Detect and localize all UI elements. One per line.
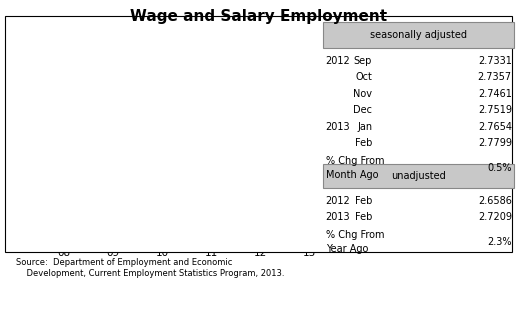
Text: 2.7357: 2.7357 xyxy=(478,72,512,82)
Text: 2013: 2013 xyxy=(326,122,351,132)
Text: 2.7461: 2.7461 xyxy=(478,89,512,99)
Text: unadjusted: unadjusted xyxy=(391,171,446,181)
Text: 0.5%: 0.5% xyxy=(488,163,512,173)
Text: 2.3%: 2.3% xyxy=(488,237,512,247)
Text: 2.6586: 2.6586 xyxy=(478,196,512,206)
Text: 2.7799: 2.7799 xyxy=(478,138,512,148)
Text: 2.7519: 2.7519 xyxy=(478,105,512,115)
Text: % Chg From: % Chg From xyxy=(326,230,384,240)
Text: 2.7331: 2.7331 xyxy=(478,56,512,66)
Text: Source:  Department of Employment and Economic
    Development, Current Employme: Source: Department of Employment and Eco… xyxy=(16,258,284,277)
Text: 2.7209: 2.7209 xyxy=(478,212,512,222)
Text: 2012: 2012 xyxy=(326,196,351,206)
Text: Jan: Jan xyxy=(357,122,372,132)
Text: Year Ago: Year Ago xyxy=(326,244,368,254)
Text: % Chg From: % Chg From xyxy=(326,156,384,166)
Text: 2012: 2012 xyxy=(326,56,351,66)
Text: Feb: Feb xyxy=(355,212,372,222)
Y-axis label: In Millions: In Millions xyxy=(16,103,26,155)
Text: Nov: Nov xyxy=(353,89,372,99)
Text: 2.7654: 2.7654 xyxy=(478,122,512,132)
Text: Month Ago: Month Ago xyxy=(326,170,378,180)
Text: Oct: Oct xyxy=(355,72,372,82)
Text: Feb: Feb xyxy=(355,196,372,206)
Text: Wage and Salary Employment: Wage and Salary Employment xyxy=(130,9,387,24)
Text: 2013: 2013 xyxy=(326,212,351,222)
Text: Sep: Sep xyxy=(354,56,372,66)
Text: Feb: Feb xyxy=(355,138,372,148)
Text: seasonally adjusted: seasonally adjusted xyxy=(370,30,467,40)
Text: Dec: Dec xyxy=(353,105,372,115)
